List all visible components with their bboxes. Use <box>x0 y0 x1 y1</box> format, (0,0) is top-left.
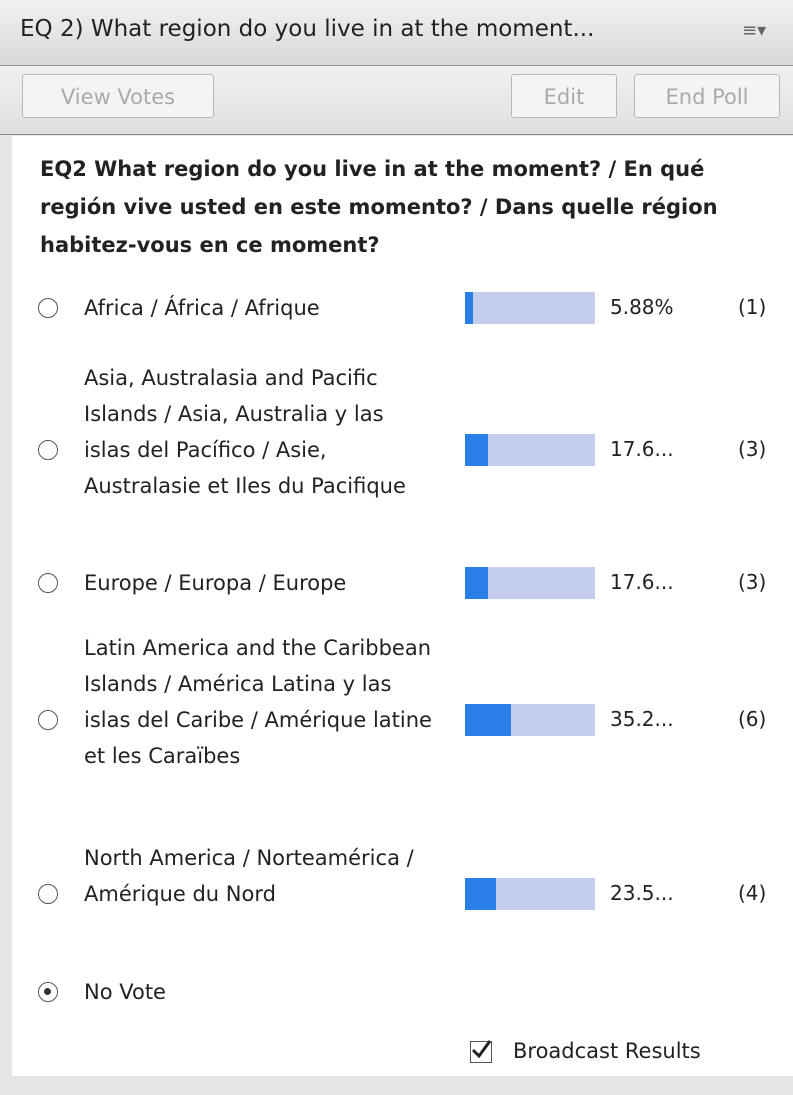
option-label: North America / Norteamérica / Amérique … <box>84 846 414 906</box>
radio[interactable] <box>38 440 58 460</box>
vote-count: (3) <box>738 437 767 461</box>
radio[interactable] <box>38 298 58 318</box>
bar <box>465 434 488 466</box>
option-label: Africa / África / Afrique <box>84 296 320 320</box>
percent-label: 35.2... <box>610 707 674 731</box>
radio[interactable] <box>38 884 58 904</box>
bar <box>465 704 511 736</box>
end-poll-button[interactable]: End Poll <box>634 74 780 118</box>
bar <box>465 292 473 324</box>
bar <box>465 878 496 910</box>
percent-label: 5.88% <box>610 295 674 319</box>
pod-menu[interactable]: ≡▾ <box>742 20 767 41</box>
broadcast-label: Broadcast Results <box>513 1039 701 1063</box>
bar-track <box>465 292 595 324</box>
percent-label: 23.5... <box>610 881 674 905</box>
radio[interactable] <box>38 710 58 730</box>
bar-track <box>465 704 595 736</box>
vote-count: (4) <box>738 881 767 905</box>
radio[interactable] <box>38 573 58 593</box>
question: EQ2 What region do you live in at the mo… <box>40 157 718 257</box>
radio-dot <box>44 988 51 995</box>
bar <box>465 567 488 599</box>
option-label: Asia, Australasia and Pacific Islands / … <box>84 366 406 498</box>
check-mark <box>471 1040 492 1059</box>
no-vote-label: No Vote <box>84 980 166 1004</box>
toolbar: View Votes Edit End Poll <box>0 66 793 135</box>
title-bar: EQ 2) What region do you live in at the … <box>0 0 793 66</box>
vote-count: (3) <box>738 570 767 594</box>
vote-count: (1) <box>738 295 767 319</box>
bar-track <box>465 878 595 910</box>
bar-track <box>465 434 595 466</box>
bar-track <box>465 567 595 599</box>
view-votes-button[interactable]: View Votes <box>22 74 214 118</box>
edit-button[interactable]: Edit <box>511 74 617 118</box>
radio-selected[interactable] <box>38 982 58 1002</box>
vote-count: (6) <box>738 707 767 731</box>
pod-title: EQ 2) What region do you live in at the … <box>20 16 595 42</box>
percent-label: 17.6... <box>610 437 674 461</box>
option-label: Europe / Europa / Europe <box>84 571 347 595</box>
checkbox[interactable] <box>470 1040 492 1063</box>
percent-label: 17.6... <box>610 570 674 594</box>
poll-panel <box>12 136 793 1076</box>
option-label: Latin America and the Caribbean Islands … <box>84 636 432 768</box>
